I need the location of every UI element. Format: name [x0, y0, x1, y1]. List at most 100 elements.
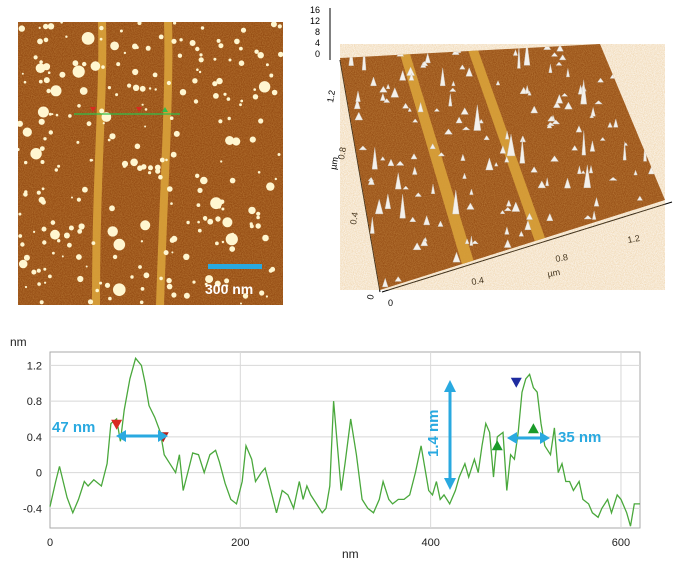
annotation-35nm: 35 nm: [558, 429, 601, 446]
particle-peak: [444, 128, 453, 135]
profile-markers: [111, 377, 539, 451]
x-tick-label: 1.2: [627, 233, 641, 245]
particle: [108, 296, 112, 301]
particle-peak: [452, 251, 461, 263]
height-arrow: [444, 380, 456, 490]
particle-peak: [580, 79, 587, 105]
particle-peak: [593, 196, 600, 207]
particle-peak: [417, 101, 424, 113]
particle-peak: [451, 80, 456, 87]
particle-peak: [358, 145, 368, 151]
particle: [167, 186, 173, 192]
particle: [257, 171, 261, 174]
y-tick-label: 1.2: [27, 360, 42, 372]
annotation-1-4nm: 1.4 nm: [425, 409, 442, 457]
particle-peak: [396, 51, 405, 57]
particle-peak: [537, 180, 546, 189]
particle: [258, 81, 271, 93]
particle: [76, 197, 81, 202]
particle: [192, 78, 198, 84]
scale-bar: [208, 264, 262, 269]
particle-peak: [423, 236, 428, 242]
particle-peak: [551, 119, 561, 125]
particle-peak: [524, 85, 530, 94]
particle-peak: [555, 61, 563, 66]
particle: [24, 285, 28, 289]
particle-peak: [473, 104, 482, 131]
afm-3d-image: 16 12 8 4 0 1.2 0.8 0.4 0 µm 0 0.4 0.8 1…: [300, 0, 690, 320]
particle-peak: [448, 93, 453, 107]
particle: [63, 232, 70, 239]
particle: [140, 240, 144, 243]
y-tick-label: 0.8: [27, 396, 42, 408]
particle: [226, 97, 231, 101]
particle: [39, 146, 45, 151]
particle: [132, 43, 138, 50]
particle: [173, 21, 177, 25]
particle: [89, 158, 93, 162]
particle: [221, 207, 225, 211]
particle-peak: [421, 60, 429, 66]
particle: [38, 26, 41, 29]
particle-peak: [543, 44, 552, 50]
particle: [170, 202, 173, 205]
particle: [202, 216, 208, 221]
particle: [143, 272, 150, 279]
particle-peak: [636, 195, 643, 201]
particle: [76, 140, 80, 144]
particle: [258, 118, 264, 124]
particle: [197, 187, 203, 193]
particle: [198, 57, 204, 63]
particle: [48, 130, 53, 135]
afm-2d-svg: 300 nm: [16, 20, 284, 305]
particle-peak: [370, 76, 377, 87]
particle-peak: [437, 152, 446, 157]
particle: [41, 187, 45, 191]
particle: [242, 293, 249, 299]
particle: [60, 21, 63, 24]
particle-peak: [519, 135, 526, 143]
x-tick-label: 400: [421, 537, 439, 549]
nanowire-stripe-left: [92, 22, 107, 305]
particle-peak: [495, 80, 501, 86]
particle-peak: [526, 212, 533, 220]
particle: [82, 186, 88, 193]
particle-peak: [423, 214, 431, 226]
particle: [265, 63, 269, 67]
particle: [18, 212, 22, 216]
particle: [37, 106, 49, 118]
particle: [154, 164, 161, 171]
particle-peak: [469, 235, 474, 246]
particle: [59, 71, 66, 78]
particle-peak: [581, 130, 586, 156]
particle-peak: [583, 215, 593, 220]
particle: [225, 233, 238, 246]
particle-peak: [412, 166, 418, 175]
y-origin-label: 0: [365, 294, 376, 301]
particle-peak: [414, 192, 422, 197]
particle: [232, 137, 241, 146]
particle-peak: [607, 121, 613, 128]
particle-peak: [399, 194, 406, 219]
surface-3d-texture: [340, 44, 665, 290]
particle: [198, 70, 202, 74]
particle: [43, 137, 47, 141]
particle: [54, 168, 58, 172]
particle-peak: [505, 131, 510, 140]
particle: [255, 223, 261, 229]
particle: [205, 275, 214, 284]
particle: [171, 251, 174, 254]
particle: [71, 196, 73, 199]
y-tick-label: 0.8: [336, 146, 348, 160]
particle-peak: [355, 90, 361, 102]
particle: [81, 32, 95, 45]
particle: [256, 211, 261, 216]
particle: [268, 268, 273, 273]
particle-peak: [429, 143, 436, 150]
particle: [18, 234, 23, 238]
particle: [207, 218, 214, 225]
particle: [195, 173, 200, 178]
profile-marker-red-2: [136, 107, 142, 112]
particle: [249, 222, 253, 226]
particle-peak: [564, 177, 571, 189]
